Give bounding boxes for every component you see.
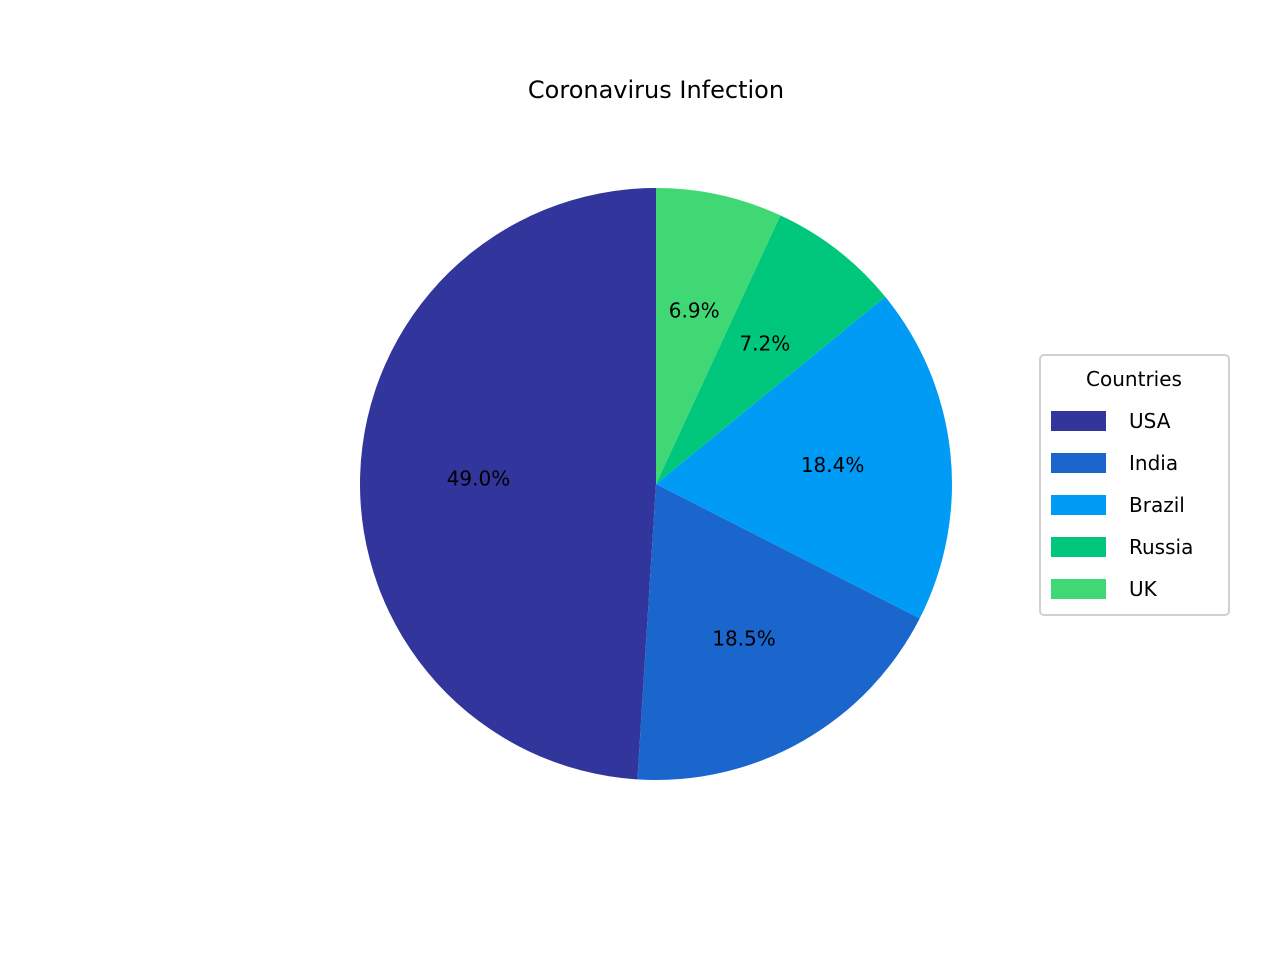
legend-label-uk: UK: [1129, 577, 1158, 601]
legend-label-usa: USA: [1129, 409, 1171, 433]
legend-title: Countries: [1086, 367, 1182, 391]
legend: Countries USA India Brazil Russia UK: [1039, 354, 1230, 616]
pie-label-india: 18.5%: [712, 626, 776, 650]
legend-swatch-russia: [1051, 537, 1106, 557]
legend-label-india: India: [1129, 451, 1178, 475]
pie-percent-labels: 49.0% 18.5% 18.4% 7.2% 6.9%: [447, 299, 865, 651]
legend-items: USA India Brazil Russia UK: [1051, 409, 1193, 601]
pie-label-brazil: 18.4%: [801, 453, 865, 477]
legend-swatch-brazil: [1051, 495, 1106, 515]
pie-label-uk: 6.9%: [669, 299, 720, 323]
legend-swatch-usa: [1051, 411, 1106, 431]
legend-label-brazil: Brazil: [1129, 493, 1185, 517]
pie-slice-uk: [656, 188, 781, 484]
pie-label-russia: 7.2%: [739, 332, 790, 356]
legend-swatch-uk: [1051, 579, 1106, 599]
pie-slice-brazil: [656, 296, 952, 619]
legend-swatch-india: [1051, 453, 1106, 473]
pie-label-usa: 49.0%: [447, 466, 511, 490]
pie-slices: [360, 188, 952, 780]
pie-slice-india: [637, 484, 920, 780]
legend-frame: [1039, 354, 1230, 616]
chart-title: Coronavirus Infection: [528, 76, 784, 104]
legend-label-russia: Russia: [1129, 535, 1193, 559]
pie-slice-russia: [656, 215, 886, 484]
pie-slice-usa: [360, 188, 656, 780]
